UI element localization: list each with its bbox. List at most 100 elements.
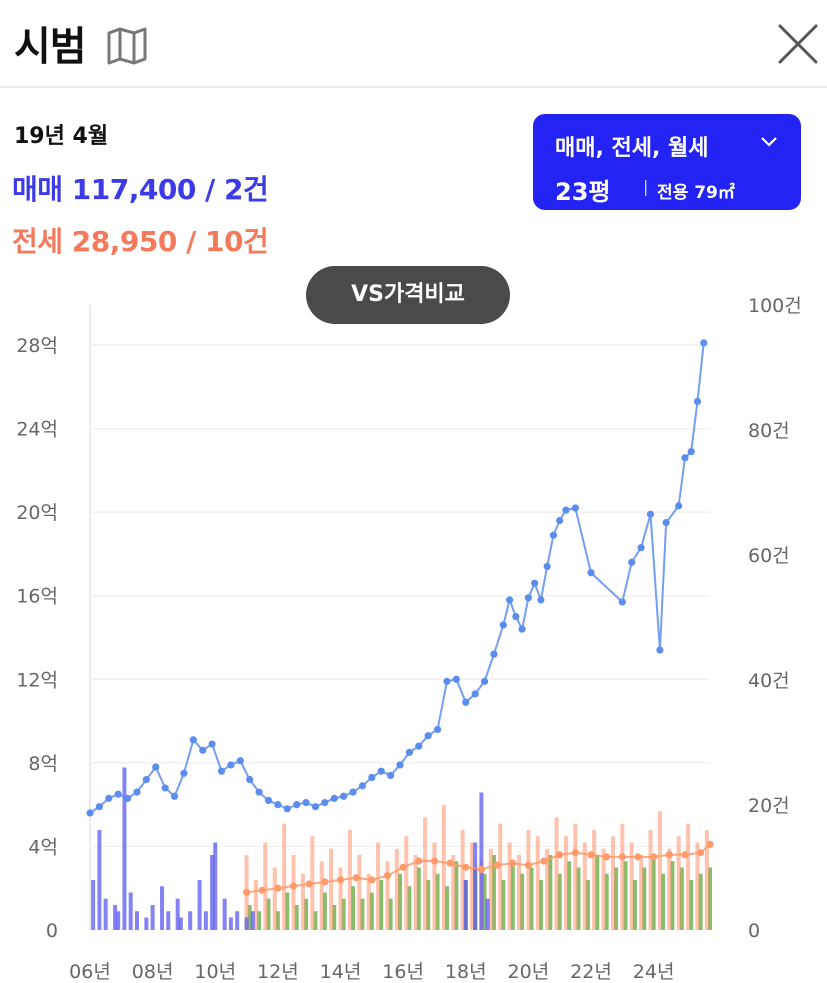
map-icon[interactable] [106,26,148,66]
sale-price-point [368,773,376,782]
wolse-volume-bar [322,892,327,930]
jeonse-price-point [650,853,658,861]
sale-price-point [227,761,235,769]
sale-volume-bar [473,842,478,930]
wolse-volume-bar [426,880,431,930]
sale-volume-bar [178,917,183,930]
sale-price-point [499,621,507,629]
separator: | [643,177,649,196]
x-tick-label: 12년 [257,961,299,983]
sale-price-point [524,594,532,602]
sale-price-point [152,763,160,771]
sale-price-point [189,736,197,744]
jeonse-volume-bar [498,823,503,930]
jeonse-volume-bar [667,848,672,930]
sale-price-point [405,748,413,757]
jeonse-volume-bar [704,830,709,930]
jeonse-price-point [352,874,360,882]
wolse-volume-bar [595,855,600,930]
sale-volume-bar [210,855,215,930]
wolse-volume-bar [454,861,459,930]
jeonse-price-point [258,886,266,894]
wolse-volume-bar [529,867,534,930]
deal-type-filter-button[interactable]: 매매, 전세, 월세 23평 | 전용 79㎡ [533,114,801,210]
y-left-tick-label: 8억 [28,753,58,775]
wolse-volume-bar [510,861,515,930]
jeonse-volume-bar [592,830,597,930]
wolse-volume-bar [614,867,619,930]
jeonse-price-point [706,840,714,848]
jeonse-price-point [415,857,423,865]
page-title: 시범 [14,24,87,70]
jeonse-price-point [274,884,282,892]
wolse-volume-bar [520,873,525,930]
sale-volume-bar [203,911,208,930]
sale-price-point [687,447,695,456]
jeonse-volume-bar [291,855,296,930]
sale-volume-bar [103,898,108,930]
sale-volume-bar [244,917,249,930]
jeonse-price-point [368,876,376,884]
jeonse-price-point [524,861,532,869]
sale-price-point [556,516,564,525]
sale-price-point [656,646,664,654]
sale-price-point [424,732,432,740]
period-label: 19년 4월 [14,124,109,149]
sale-price-point [283,805,291,813]
sale-price-point [358,782,367,790]
wolse-volume-bar [416,867,421,930]
sale-volume-bar [213,842,218,930]
wolse-volume-bar [313,911,318,930]
jeonse-volume-bar [488,848,493,930]
sale-price-point [518,625,526,633]
jeonse-price-point [587,851,595,859]
wolse-volume-bar [482,873,487,930]
sale-price-point [340,792,348,800]
wolse-volume-bar [670,861,675,930]
x-tick-label: 08년 [132,961,174,983]
jeonse-volume-bar [329,848,334,930]
sale-volume-bar [116,911,121,930]
wolse-volume-bar [407,886,412,930]
sale-volume-bar [175,898,180,930]
wolse-volume-bar [398,873,402,930]
sale-price-point [236,757,244,765]
sale-volume-bar [228,917,233,930]
sale-volume-bar [235,911,240,930]
y-left-tick-label: 28억 [16,335,58,357]
wolse-volume-bar [369,892,374,930]
sale-price-point [246,775,254,784]
sale-price-point [180,769,188,777]
wolse-volume-bar [698,873,703,930]
jeonse-price-point [383,872,392,880]
sale-price-point [452,675,460,683]
jeonse-volume-bar [657,811,662,930]
sale-price-point [637,544,645,552]
y-left-tick-label: 4억 [28,836,58,858]
jeonse-volume-bar [253,880,258,930]
x-tick-label: 18년 [445,961,487,983]
sale-price-point [562,506,570,514]
jeonse-volume-bar [338,867,343,930]
header: 시범 [0,0,827,88]
jeonse-volume-bar [639,855,644,930]
jeonse-volume-bar [507,842,512,930]
jeonse-volume-bar [601,848,606,930]
sale-volume-bar [479,792,484,930]
sale-price-point [123,794,132,802]
sale-price-point [255,788,263,796]
y-right-tick-label: 100건 [748,295,802,317]
y-right-tick-label: 40건 [748,670,790,692]
jeonse-price-point [242,888,251,896]
jeonse-volume-bar [263,842,268,930]
sale-volume-bar [91,880,96,930]
close-icon[interactable] [776,22,820,66]
jeonse-volume-bar [573,823,578,930]
sale-volume-bar [485,898,490,930]
x-tick-label: 16년 [382,961,424,983]
wolse-volume-bar [538,880,543,930]
sale-volume-bar [97,830,102,930]
sale-price-point [512,613,520,621]
vs-price-compare-button[interactable]: VS가격비교 [306,266,510,324]
sale-price-point [415,742,423,750]
